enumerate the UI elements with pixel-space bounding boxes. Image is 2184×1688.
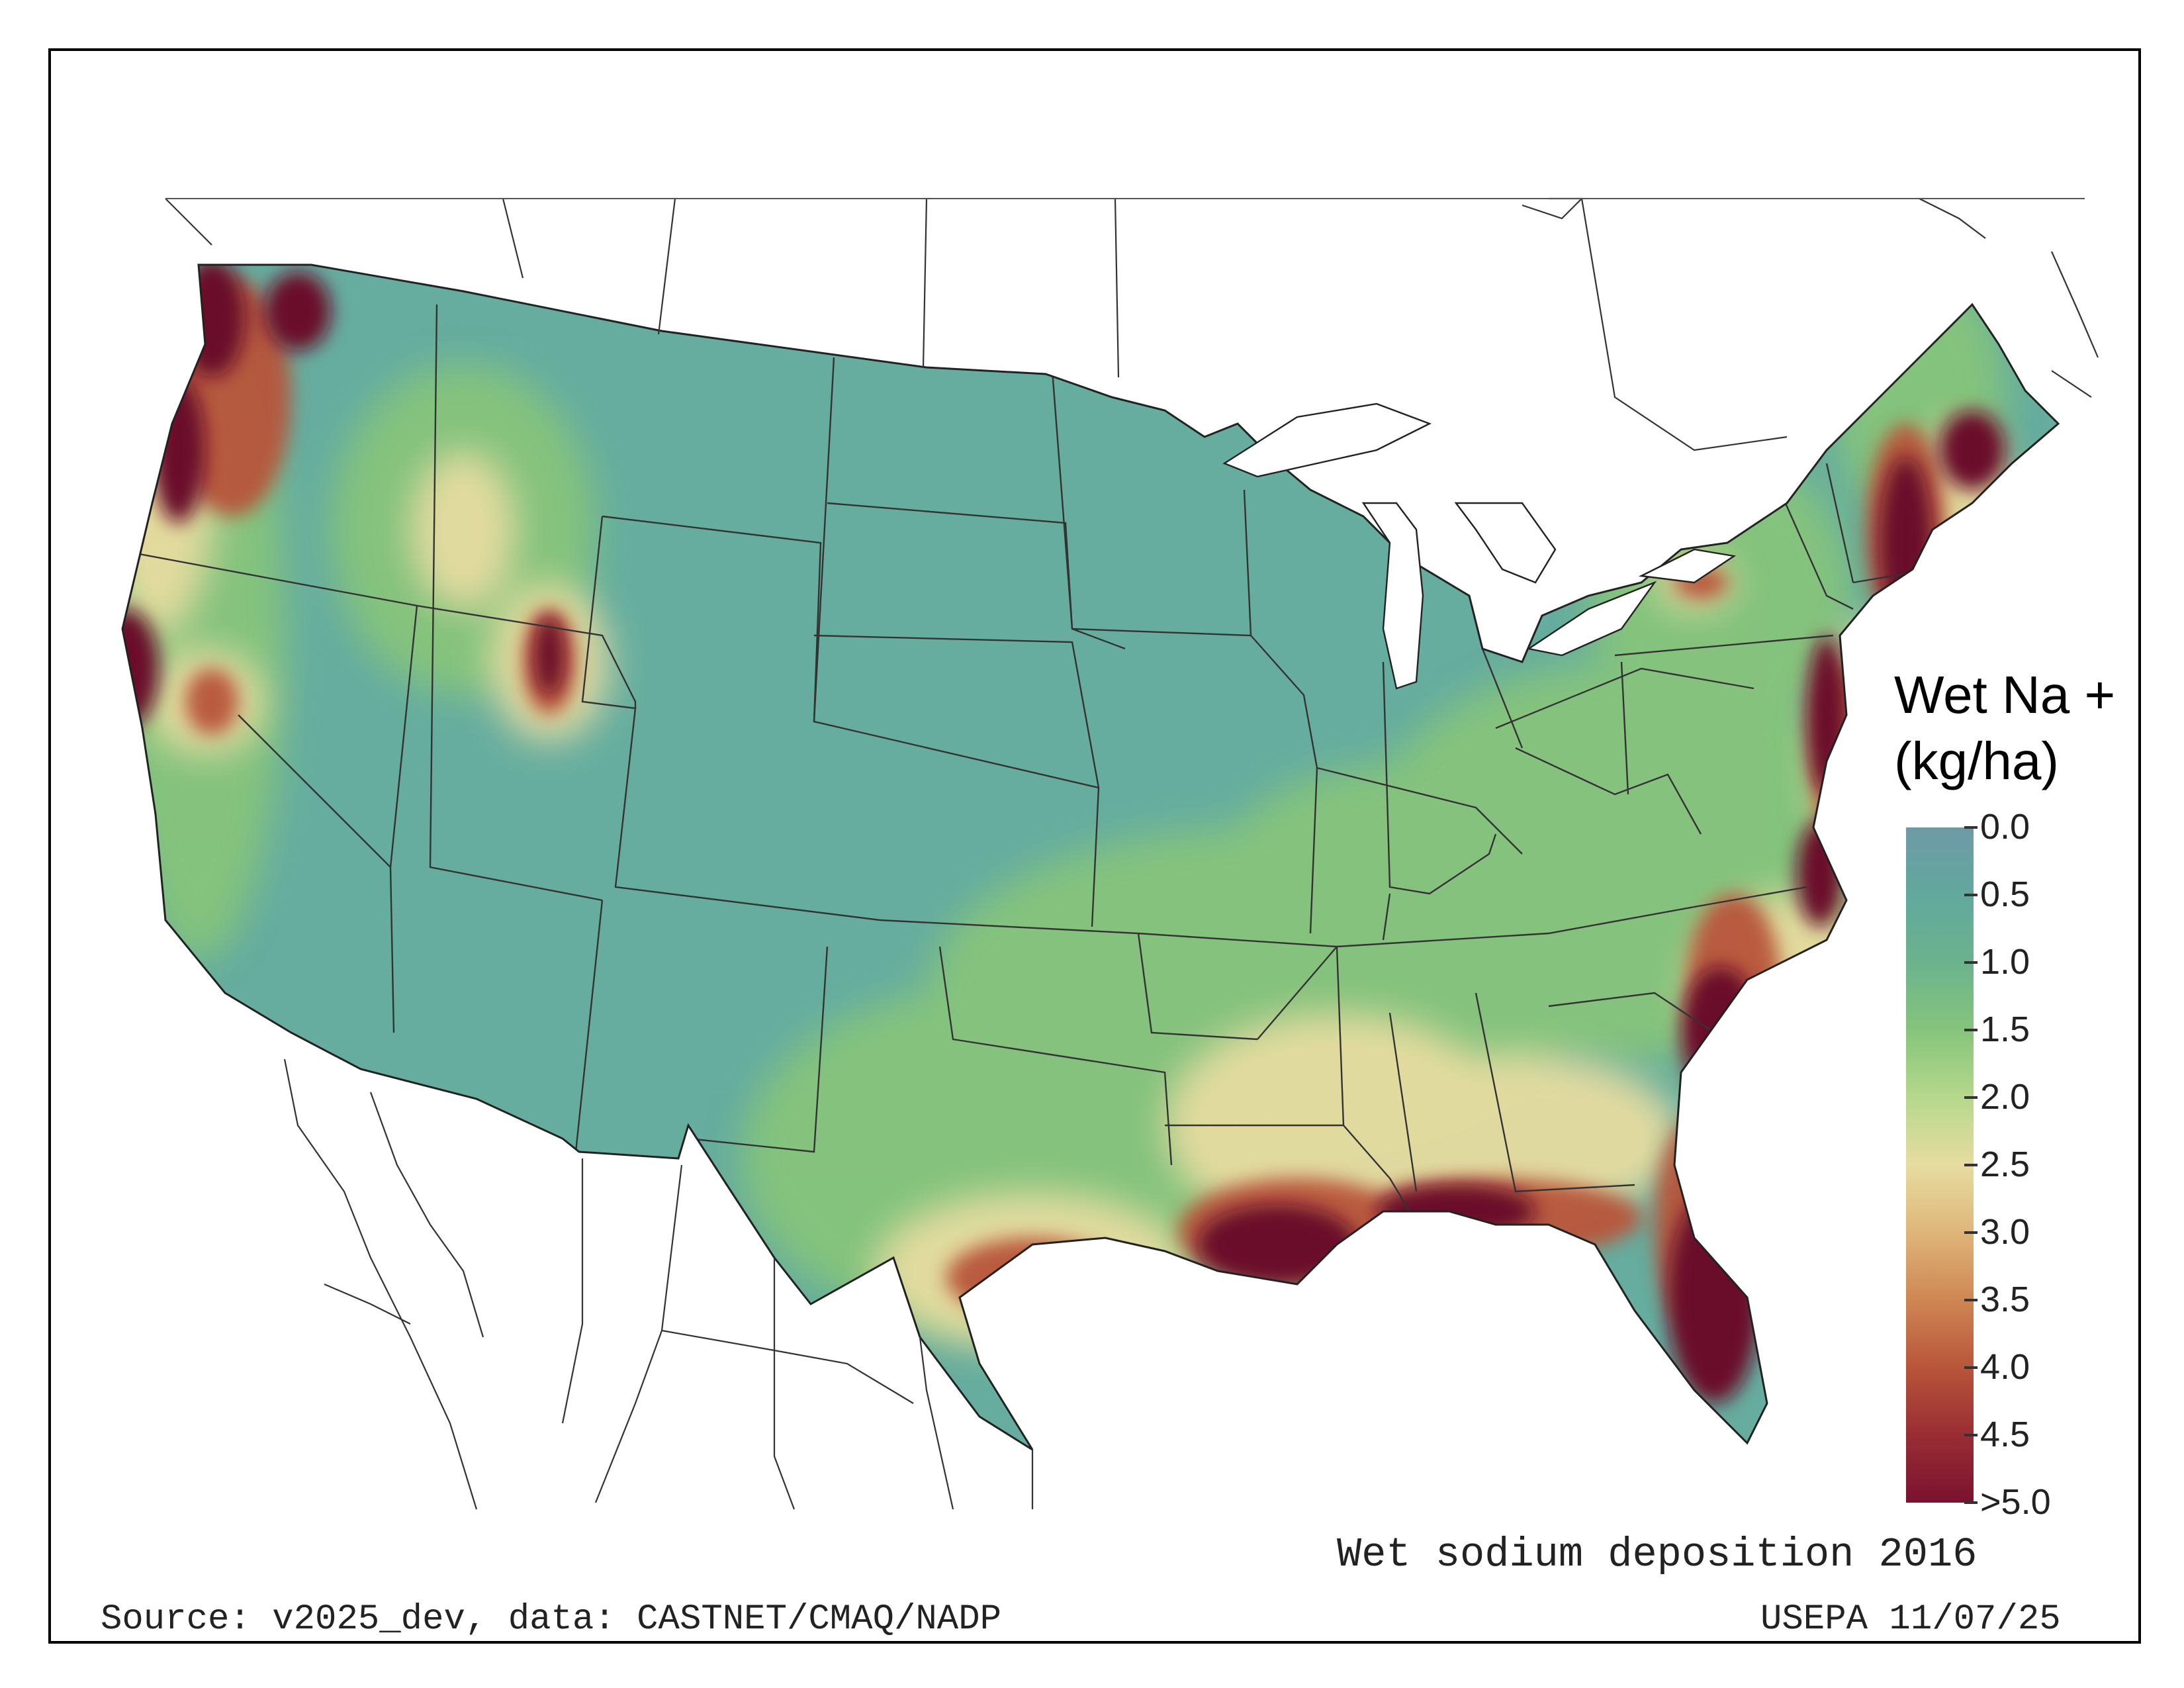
legend-tick-label: 4.0 [1980,1347,2030,1387]
legend-tick-label: 3.5 [1980,1280,2030,1319]
legend-tick-label: 3.0 [1980,1212,2030,1252]
us-outline [121,263,2060,1451]
legend-tick-label: 1.5 [1980,1009,2030,1049]
great-lakes [1222,402,1737,690]
neighbor-boundaries [165,197,2099,1510]
map-frame [48,48,2141,1644]
legend-tick-label: 4.5 [1980,1415,2030,1454]
legend-tick-label: 0.5 [1980,874,2030,914]
legend-tick-label: 1.0 [1980,942,2030,982]
credit-note: USEPA 11/07/25 [1760,1599,2061,1640]
legend-tick-label: 2.0 [1980,1077,2030,1117]
legend-tick-label: 0.0 [1980,807,2030,847]
legend-title-line2: (kg/ha) [1894,731,2059,790]
state-boundaries [132,304,1933,1212]
legend-colorbar [1906,826,1978,1504]
legend-title-line1: Wet Na + [1894,665,2116,724]
map-title: Wet sodium deposition 2016 [1337,1531,1978,1578]
source-note: Source: v2025_dev, data: CASTNET/CMAQ/NA… [101,1599,1002,1640]
legend-tick-label: >5.0 [1980,1482,2051,1522]
legend-tick-label: 2.5 [1980,1145,2030,1184]
